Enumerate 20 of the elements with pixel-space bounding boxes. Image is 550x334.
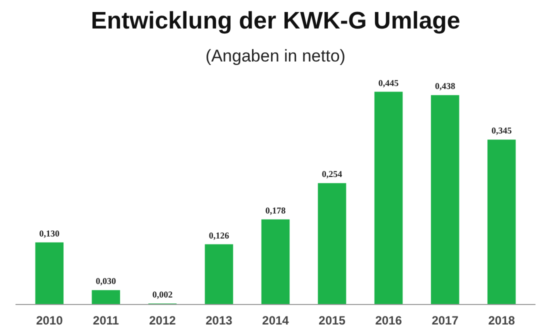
x-tick-label: 2012 (149, 314, 176, 328)
data-label: 0,130 (39, 228, 60, 238)
data-label: 0,002 (152, 290, 174, 300)
chart-title: Entwicklung der KWK-G Umlage (90, 8, 460, 34)
x-tick-label: 2016 (375, 314, 402, 328)
data-label: 0,030 (96, 276, 117, 286)
data-label: 0,445 (378, 78, 400, 88)
x-tick-label: 2013 (206, 314, 233, 328)
x-tick-label: 2011 (92, 314, 120, 328)
data-label: 0,254 (322, 169, 343, 180)
x-tick-label: 2017 (432, 314, 459, 328)
chart-subtitle: (Angaben in netto) (206, 46, 346, 66)
data-label: 0,345 (491, 126, 512, 136)
data-label: 0,438 (434, 81, 456, 92)
x-tick-label: 2018 (488, 314, 516, 328)
data-label: 0,126 (208, 230, 230, 240)
x-tick-label: 2015 (318, 314, 346, 328)
x-tick-label: 2014 (262, 314, 290, 328)
data-label: 0,178 (265, 205, 286, 216)
x-tick-label: 2010 (36, 314, 64, 328)
